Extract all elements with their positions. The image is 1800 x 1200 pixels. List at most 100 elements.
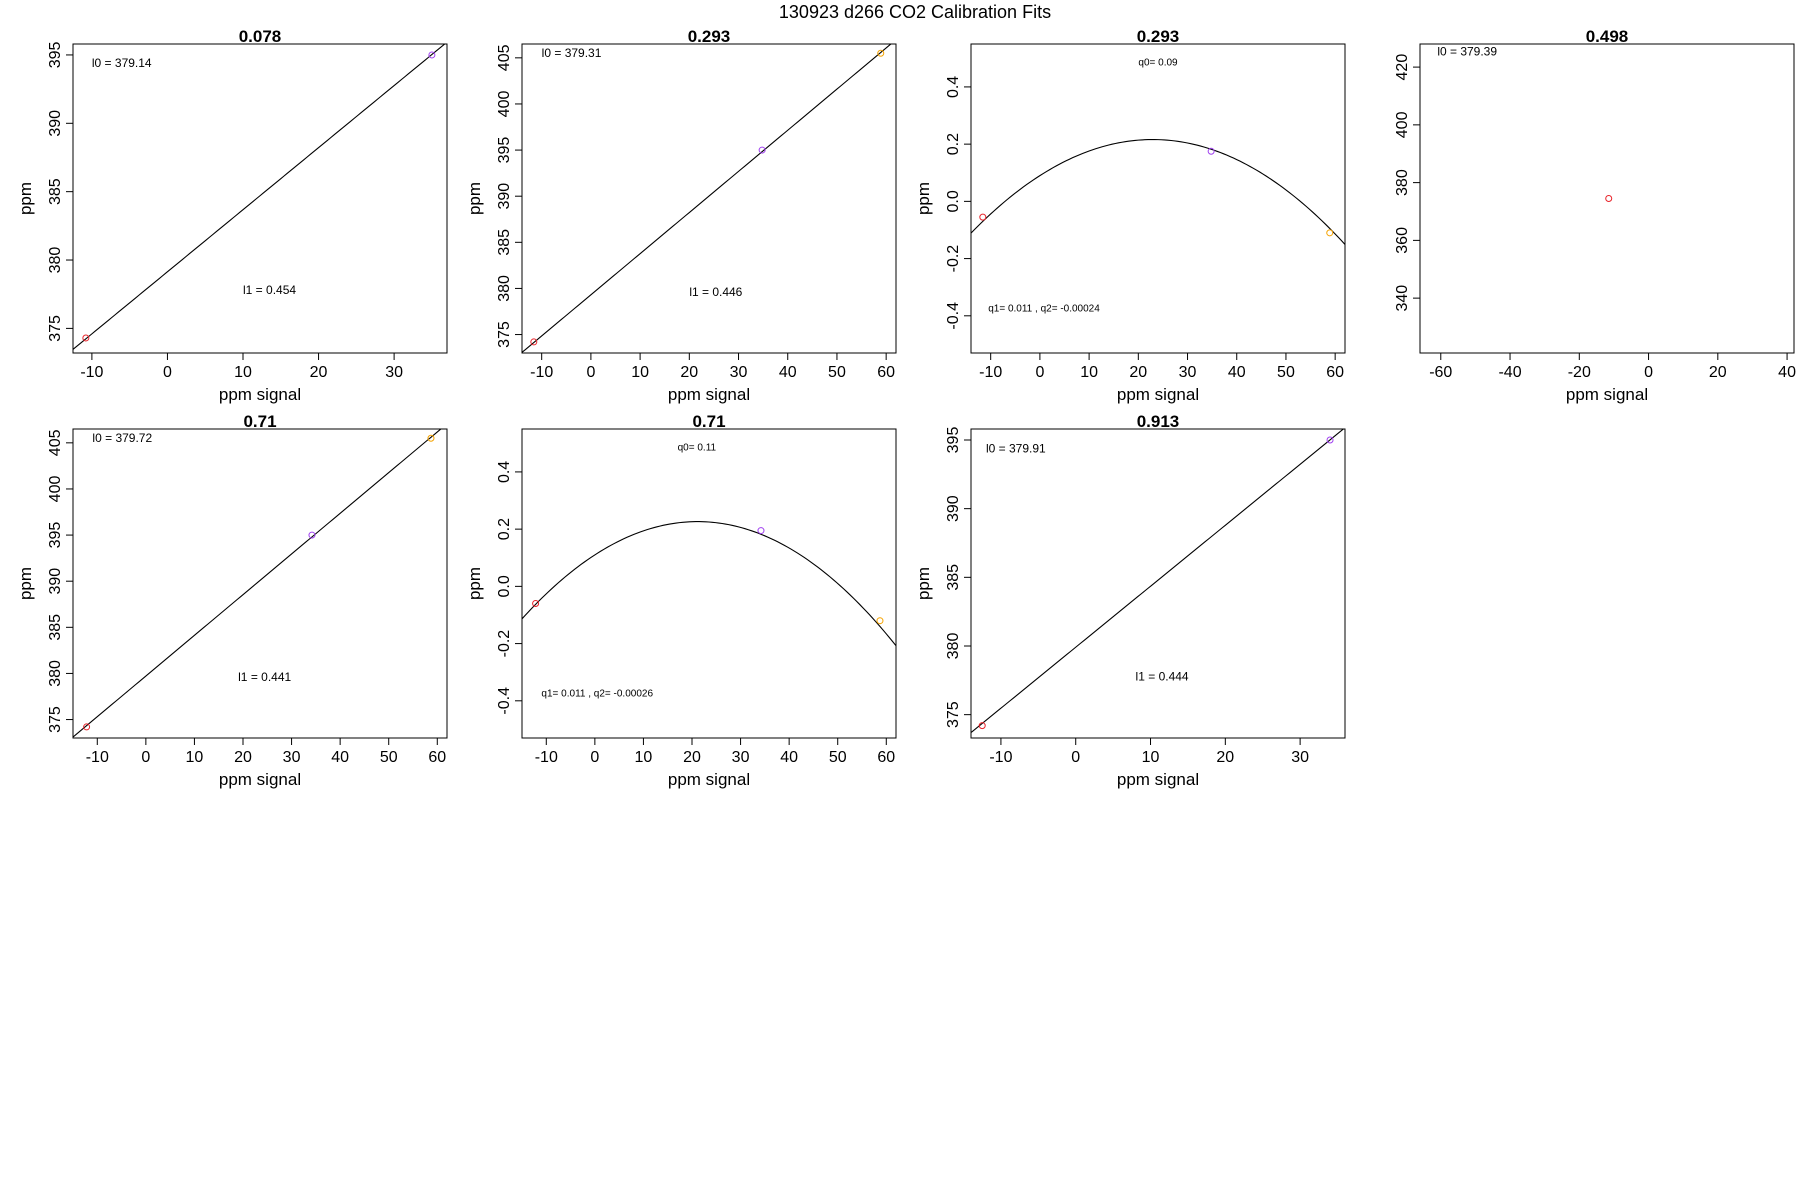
plot-frame (970, 428, 1346, 739)
data-point-orange (427, 434, 435, 442)
x-tick-label: 0 (1071, 749, 1080, 766)
y-axis-label: ppm (465, 567, 484, 600)
plot-frame (72, 43, 448, 354)
chart-panel-7: 0.913 -10 0 10 20 30 375 380 385 390 395 ppm signal… (914, 412, 1346, 789)
x-tick-label: 50 (380, 749, 398, 766)
fit-annotation: q1= 0.011 , q2= -0.00026 (541, 689, 653, 700)
x-tick-label: -10 (530, 364, 553, 381)
chart-panel-5: 0.71 -10 0 10 20 30 40 50 60 375 380 385 390 395 400 40… (16, 412, 448, 789)
fit-annotation: l1 = 0.444 (1136, 669, 1189, 683)
data-point-red (1605, 195, 1613, 202)
panel-title: 0.71 (243, 412, 276, 431)
fit-annotation: l1 = 0.454 (243, 283, 296, 297)
data-point-orange (1326, 229, 1334, 237)
y-tick-label: -0.4 (945, 302, 962, 330)
x-tick-label: 30 (730, 364, 748, 381)
y-tick-label: 0.4 (496, 461, 513, 483)
x-axis-label: ppm signal (1117, 770, 1199, 789)
x-tick-label: 10 (635, 749, 653, 766)
x-tick-label: 40 (1778, 364, 1796, 381)
fit-annotation: q0= 0.11 (678, 442, 717, 453)
data-point-purple (757, 527, 765, 535)
fit-annotation: l0 = 379.31 (542, 46, 602, 60)
x-tick-label: 10 (186, 749, 204, 766)
x-tick-label: 50 (1277, 364, 1295, 381)
fit-annotation: l1 = 0.446 (689, 285, 742, 299)
fit-line (971, 138, 1345, 246)
y-axis-label: ppm (16, 182, 35, 215)
x-tick-label: 0 (141, 749, 150, 766)
data-point-orange (877, 49, 885, 57)
x-tick-label: 20 (1129, 364, 1147, 381)
data-point-red (978, 722, 986, 730)
x-tick-label: 30 (732, 749, 750, 766)
x-tick-label: 60 (428, 749, 446, 766)
y-tick-label: 0.0 (945, 190, 962, 212)
panel-title: 0.078 (239, 27, 282, 46)
y-tick-label: 400 (47, 476, 64, 503)
fit-annotation: l0 = 379.91 (986, 441, 1046, 455)
x-axis-label: ppm signal (219, 770, 301, 789)
y-tick-label: 395 (47, 522, 64, 549)
x-axis-label: ppm signal (668, 385, 750, 404)
x-tick-label: -10 (989, 749, 1012, 766)
x-axis-label: ppm signal (219, 385, 301, 404)
panel-title: 0.293 (688, 27, 731, 46)
x-tick-label: 20 (1709, 364, 1727, 381)
fit-line (522, 44, 892, 353)
y-tick-label: 400 (496, 91, 513, 118)
x-tick-label: 10 (234, 364, 252, 381)
chart-panel-2: 0.293 -10 0 10 20 30 40 50 60 375 380 385 390 395 400 4… (465, 27, 897, 404)
x-tick-label: 0 (586, 364, 595, 381)
fit-line (971, 429, 1345, 734)
panel-title: 0.293 (1137, 27, 1180, 46)
x-tick-label: 10 (1080, 364, 1098, 381)
y-tick-label: -0.4 (496, 687, 513, 715)
x-tick-label: -40 (1498, 364, 1521, 381)
y-tick-label: 375 (47, 706, 64, 733)
y-tick-label: 380 (496, 275, 513, 302)
x-tick-label: 40 (1228, 364, 1246, 381)
plot-frame (72, 428, 448, 739)
y-tick-label: 385 (47, 614, 64, 641)
x-tick-label: 20 (1216, 749, 1234, 766)
data-point-red (82, 334, 90, 342)
y-tick-label: 395 (47, 41, 64, 68)
y-tick-label: 390 (47, 110, 64, 137)
y-axis-label: ppm (465, 182, 484, 215)
y-tick-label: 0.2 (945, 133, 962, 155)
plot-frame (521, 43, 897, 354)
y-tick-label: 390 (47, 568, 64, 595)
figure-title: 130923 d266 CO2 Calibration Fits (778, 2, 1052, 22)
y-tick-label: 380 (945, 633, 962, 660)
y-tick-label: -0.2 (496, 630, 513, 658)
x-tick-label: 40 (779, 364, 797, 381)
fit-annotation: l0 = 379.14 (92, 56, 152, 70)
x-tick-label: -10 (80, 364, 103, 381)
y-tick-label: 385 (47, 178, 64, 205)
x-tick-label: 0 (163, 364, 172, 381)
x-tick-label: 20 (683, 749, 701, 766)
y-tick-label: 385 (945, 564, 962, 591)
data-point-purple (1326, 436, 1334, 444)
y-tick-label: 0.0 (496, 575, 513, 597)
fit-annotation: q0= 0.09 (1138, 57, 1178, 68)
y-tick-label: 380 (47, 247, 64, 274)
fit-annotation: q1= 0.011 , q2= -0.00024 (988, 304, 1100, 315)
fit-line (73, 44, 446, 351)
data-point-orange (876, 617, 884, 625)
x-tick-label: 0 (1644, 364, 1653, 381)
data-point-red (83, 723, 91, 731)
y-tick-label: 420 (1394, 54, 1411, 81)
chart-panel-6: 0.71 -10 0 10 20 30 40 50 60 -0.4 -0.2 0.0 0.2 0.4 ppm… (465, 412, 897, 789)
data-point-red (532, 600, 540, 608)
y-tick-label: 405 (496, 44, 513, 71)
y-axis-label: ppm (914, 182, 933, 215)
x-tick-label: 40 (780, 749, 798, 766)
y-tick-label: 0.4 (945, 76, 962, 98)
y-tick-label: 380 (1394, 169, 1411, 196)
x-tick-label: 10 (1142, 749, 1160, 766)
x-tick-label: 20 (234, 749, 252, 766)
data-point-purple (758, 146, 766, 154)
